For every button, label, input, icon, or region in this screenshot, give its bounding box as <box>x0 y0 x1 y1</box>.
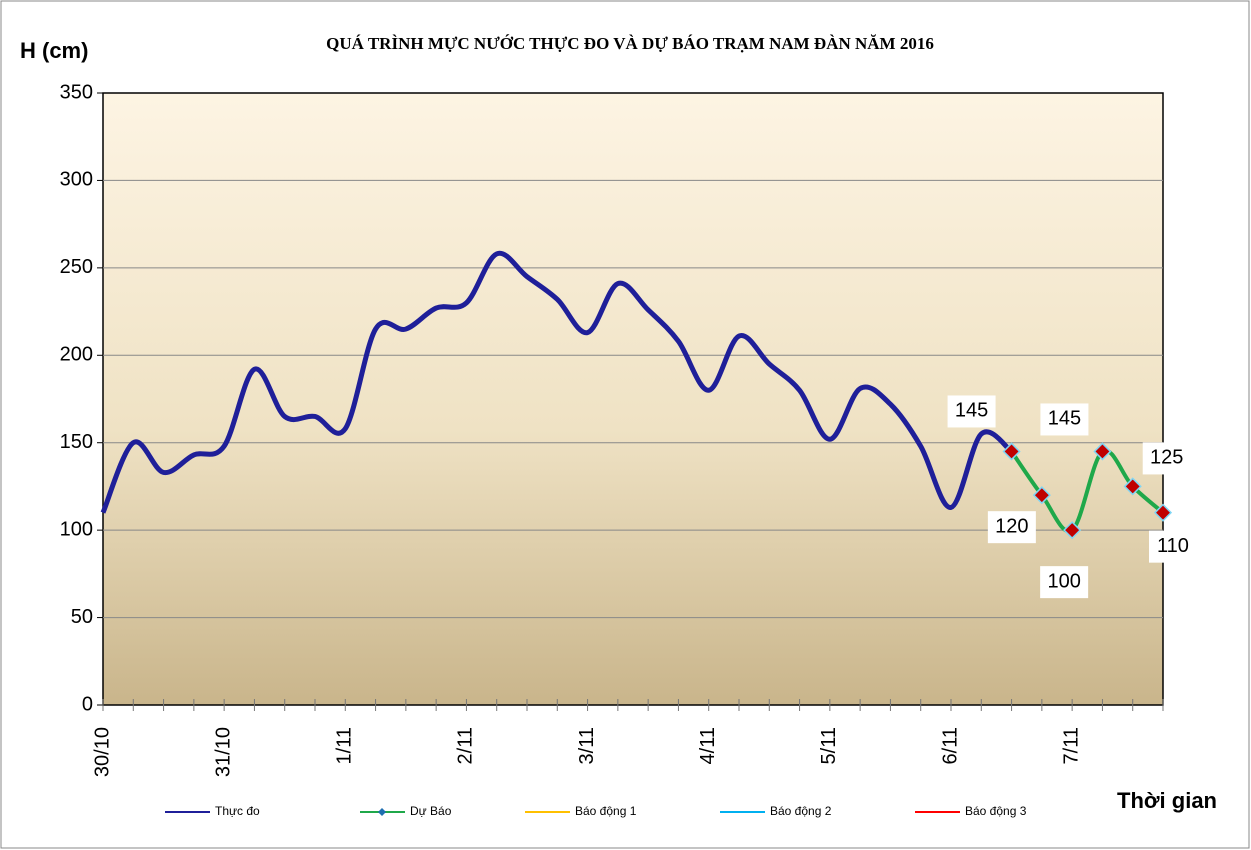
marker <box>1063 521 1082 540</box>
y-axis-label: H (cm) <box>20 38 88 63</box>
x-tick-label: 6/11 <box>939 727 961 764</box>
y-tick-label: 150 <box>60 431 93 453</box>
x-tick-label: 4/11 <box>697 727 719 764</box>
y-tick-label: 250 <box>60 256 93 278</box>
marker <box>1093 442 1112 461</box>
x-axis-label: Thời gian <box>1117 788 1217 813</box>
series-line <box>100 250 1014 514</box>
data-label: 110 <box>1157 535 1189 557</box>
y-tick-label: 350 <box>60 81 93 103</box>
x-tick-label: 30/10 <box>91 727 113 777</box>
data-label-box <box>1149 530 1197 563</box>
data-label-box <box>987 511 1036 544</box>
data-label-box <box>947 395 996 428</box>
data-label-box <box>1040 566 1089 599</box>
marker <box>1153 503 1173 522</box>
legend-label: Báo động 2 <box>770 804 832 818</box>
legend-label: Báo động 3 <box>965 804 1027 818</box>
data-label: 100 <box>1047 570 1080 592</box>
y-tick-label: 50 <box>71 606 93 628</box>
data-label-box <box>1142 442 1191 475</box>
y-tick-label: 200 <box>60 344 93 366</box>
x-tick-label: 3/11 <box>576 727 598 764</box>
data-label: 145 <box>955 400 988 422</box>
marker <box>1032 486 1051 505</box>
legend-label: Báo động 1 <box>575 804 637 818</box>
data-label-box <box>1040 403 1089 436</box>
marker <box>1123 477 1142 496</box>
legend-label: Dự Báo <box>410 804 452 818</box>
plot-area <box>102 92 1164 706</box>
data-label: 125 <box>1150 447 1183 469</box>
x-tick-label: 5/11 <box>818 727 840 764</box>
x-tick-label: 1/11 <box>334 727 356 764</box>
y-tick-label: 0 <box>82 693 93 715</box>
y-tick-label: 100 <box>60 518 93 540</box>
x-tick-label: 2/11 <box>455 727 477 764</box>
data-label: 145 <box>1048 408 1081 430</box>
data-label: 120 <box>995 515 1028 537</box>
y-tick-label: 300 <box>60 169 93 191</box>
legend-label: Thực đo <box>215 804 260 818</box>
legend-marker <box>378 808 386 816</box>
chart-title: QUÁ TRÌNH MỰC NƯỚC THỰC ĐO VÀ DỰ BÁO TRẠ… <box>326 34 934 53</box>
marker <box>1002 442 1021 461</box>
x-tick-label: 31/10 <box>212 727 234 777</box>
x-tick-label: 7/11 <box>1060 727 1082 764</box>
